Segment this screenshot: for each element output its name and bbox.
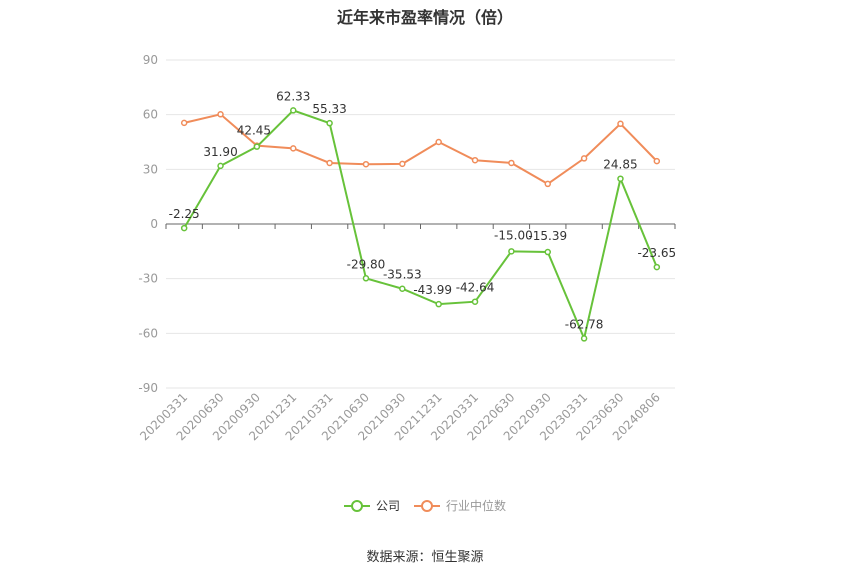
data-label: -35.53 [383, 268, 422, 282]
data-point-company [362, 275, 370, 282]
legend: 公司 行业中位数 [0, 497, 850, 514]
legend-item-industry[interactable]: 行业中位数 [414, 497, 506, 514]
y-tick-label: 0 [150, 217, 158, 231]
data-label: -2.25 [169, 207, 200, 221]
data-point-industry [580, 155, 588, 162]
y-tick-label: -30 [138, 272, 158, 286]
data-point-industry [544, 180, 551, 188]
y-tick-label: 60 [143, 108, 158, 122]
data-label: -15.39 [528, 229, 567, 243]
data-point-industry [180, 119, 188, 127]
data-label: -15.00 [494, 228, 533, 242]
chart-title: 近年来市盈率情况（倍） [336, 8, 513, 27]
series-line-company [183, 109, 658, 342]
data-point-industry [326, 159, 333, 167]
y-tick-label: 30 [143, 162, 158, 176]
data-label: -42.64 [456, 281, 495, 295]
data-point-industry [290, 145, 297, 152]
data-point-industry [653, 157, 661, 165]
data-label: -29.80 [347, 257, 386, 271]
data-point-industry [435, 138, 442, 146]
legend-item-company[interactable]: 公司 [343, 497, 400, 514]
y-tick-label: -90 [138, 381, 158, 395]
legend-swatch-industry [414, 499, 440, 513]
data-point-company [217, 162, 224, 170]
y-tick-label: 90 [143, 53, 158, 67]
data-point-industry [508, 159, 515, 167]
data-point-company [544, 248, 551, 256]
data-point-industry [471, 156, 479, 164]
data-point-company [253, 143, 261, 150]
data-label: -62.78 [565, 317, 604, 331]
data-point-company [326, 119, 333, 127]
data-point-company [580, 335, 588, 342]
series-line-industry [183, 113, 658, 186]
data-label: -23.65 [637, 246, 676, 260]
data-point-industry [217, 111, 224, 118]
data-point-industry [617, 120, 624, 128]
data-label: 62.33 [276, 89, 310, 103]
data-label: -43.99 [413, 283, 452, 297]
legend-label-company: 公司 [375, 499, 400, 513]
y-tick-label: -60 [138, 326, 158, 340]
data-point-company [617, 175, 624, 182]
data-label: 24.85 [603, 158, 637, 172]
data-label: 55.33 [312, 102, 346, 116]
data-label: 42.45 [237, 124, 271, 138]
data-point-company [653, 263, 661, 271]
legend-label-industry: 行业中位数 [446, 499, 507, 513]
data-source: 数据来源：恒生聚源 [366, 550, 484, 565]
data-point-company [435, 300, 442, 308]
data-point-company [508, 248, 515, 255]
data-point-company [180, 224, 188, 232]
data-point-industry [362, 160, 370, 168]
data-point-industry [399, 160, 406, 168]
data-point-company [290, 107, 297, 114]
data-label: 31.90 [203, 145, 237, 159]
data-point-company [471, 298, 479, 305]
data-point-company [399, 285, 406, 292]
legend-swatch-company [343, 499, 370, 513]
